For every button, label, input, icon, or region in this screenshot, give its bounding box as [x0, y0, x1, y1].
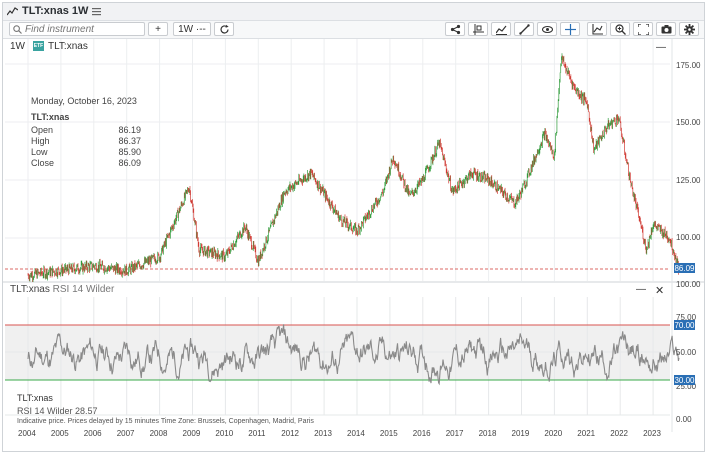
- fullscreen-button[interactable]: [633, 22, 653, 36]
- search-icon: [13, 24, 22, 34]
- info-symbol: TLT:xnas: [31, 112, 70, 122]
- rsi-tick: 75.00: [676, 313, 697, 322]
- title-bar: TLT:xnas 1W: [3, 3, 704, 21]
- info-date: Monday, October 16, 2023: [31, 96, 137, 106]
- add-instrument-button[interactable]: +: [148, 22, 168, 36]
- minimize-button[interactable]: —: [656, 42, 666, 53]
- interval-label: 1W: [10, 41, 25, 52]
- info-row-low: Low 85.90: [31, 147, 141, 157]
- rsi-header: TLT:xnas RSI 14 Wilder: [10, 284, 115, 295]
- info-row-close: Close 86.09: [31, 158, 141, 168]
- rsi-minimize-button[interactable]: —: [636, 284, 646, 295]
- interval-button[interactable]: 1W ·--: [173, 22, 211, 36]
- year-tick: 2004: [18, 429, 36, 438]
- info-row-high: High 86.37: [31, 136, 141, 146]
- year-tick: 2016: [412, 429, 431, 438]
- year-tick: 2021: [577, 429, 596, 438]
- rsi-legend-value: RSI 14 Wilder 28.57: [17, 406, 98, 416]
- menu-icon[interactable]: [92, 7, 102, 16]
- rsi-line: [27, 324, 680, 386]
- year-tick: 2009: [182, 429, 201, 438]
- chart-type-icon: [591, 23, 603, 35]
- camera-icon: [661, 24, 671, 33]
- draw-icon: [518, 23, 530, 35]
- etf-badge: ETF: [33, 41, 44, 51]
- price-tick: 150.00: [676, 118, 701, 127]
- share-icon: [450, 24, 460, 34]
- year-tick: 2012: [281, 429, 299, 438]
- year-tick: 2014: [347, 429, 365, 438]
- price-tick: 175.00: [676, 61, 701, 70]
- year-tick: 2005: [50, 429, 69, 438]
- zoom-button[interactable]: [610, 22, 630, 36]
- share-button[interactable]: [445, 22, 465, 36]
- rsi-close-button[interactable]: ✕: [655, 285, 665, 297]
- crosshair-icon: [472, 23, 484, 35]
- info-row-open: Open 86.19: [31, 125, 141, 135]
- year-tick: 2020: [544, 429, 563, 438]
- rsi-tick: 0.00: [676, 415, 692, 424]
- year-tick: 2019: [511, 429, 530, 438]
- year-tick: 2010: [215, 429, 234, 438]
- price-tick: 125.00: [676, 176, 701, 185]
- rsi-lower-label: 30.00: [674, 375, 695, 385]
- indicators-button[interactable]: [491, 22, 511, 36]
- year-tick: 2007: [116, 429, 135, 438]
- last-price-label: 86.09: [674, 263, 695, 273]
- settings-button[interactable]: [679, 22, 699, 36]
- symbol-label: TLT:xnas: [48, 41, 88, 52]
- zoom-icon: [614, 23, 626, 35]
- chart-icon: [7, 6, 18, 15]
- settings-icon: [683, 23, 695, 35]
- year-tick: 2022: [610, 429, 628, 438]
- search-input[interactable]: [25, 23, 135, 35]
- rsi-legend-symbol: TLT:xnas: [17, 393, 53, 403]
- window-title: TLT:xnas 1W: [22, 5, 89, 17]
- move-button[interactable]: [560, 22, 580, 36]
- year-tick: 2023: [643, 429, 661, 438]
- year-tick: 2011: [248, 429, 266, 438]
- visibility-button[interactable]: [537, 22, 557, 36]
- year-tick: 2013: [314, 429, 332, 438]
- rsi-upper-label: 70.00: [674, 320, 695, 330]
- footer-note: Indicative price. Prices delayed by 15 m…: [17, 418, 314, 425]
- chart-type-button[interactable]: [587, 22, 607, 36]
- year-tick: 2008: [149, 429, 168, 438]
- snapshot-button[interactable]: [656, 22, 676, 36]
- rsi-tick: 50.00: [676, 348, 697, 357]
- rsi-tick: 25.00: [676, 382, 697, 391]
- price-tick: 100.00: [676, 233, 701, 242]
- refresh-icon: [219, 24, 229, 33]
- toolbar: + 1W ·--: [3, 21, 704, 39]
- year-tick: 2015: [379, 429, 398, 438]
- draw-button[interactable]: [514, 22, 534, 36]
- indicator-icon: [495, 25, 507, 35]
- search-box[interactable]: [9, 22, 145, 36]
- eye-icon: [541, 25, 553, 33]
- refresh-button[interactable]: [214, 22, 234, 36]
- move-icon: [564, 23, 576, 35]
- rsi-tick: 100.00: [676, 280, 701, 289]
- year-tick: 2018: [478, 429, 497, 438]
- year-tick: 2006: [83, 429, 102, 438]
- year-tick: 2017: [445, 429, 464, 438]
- crosshair-button[interactable]: [468, 22, 488, 36]
